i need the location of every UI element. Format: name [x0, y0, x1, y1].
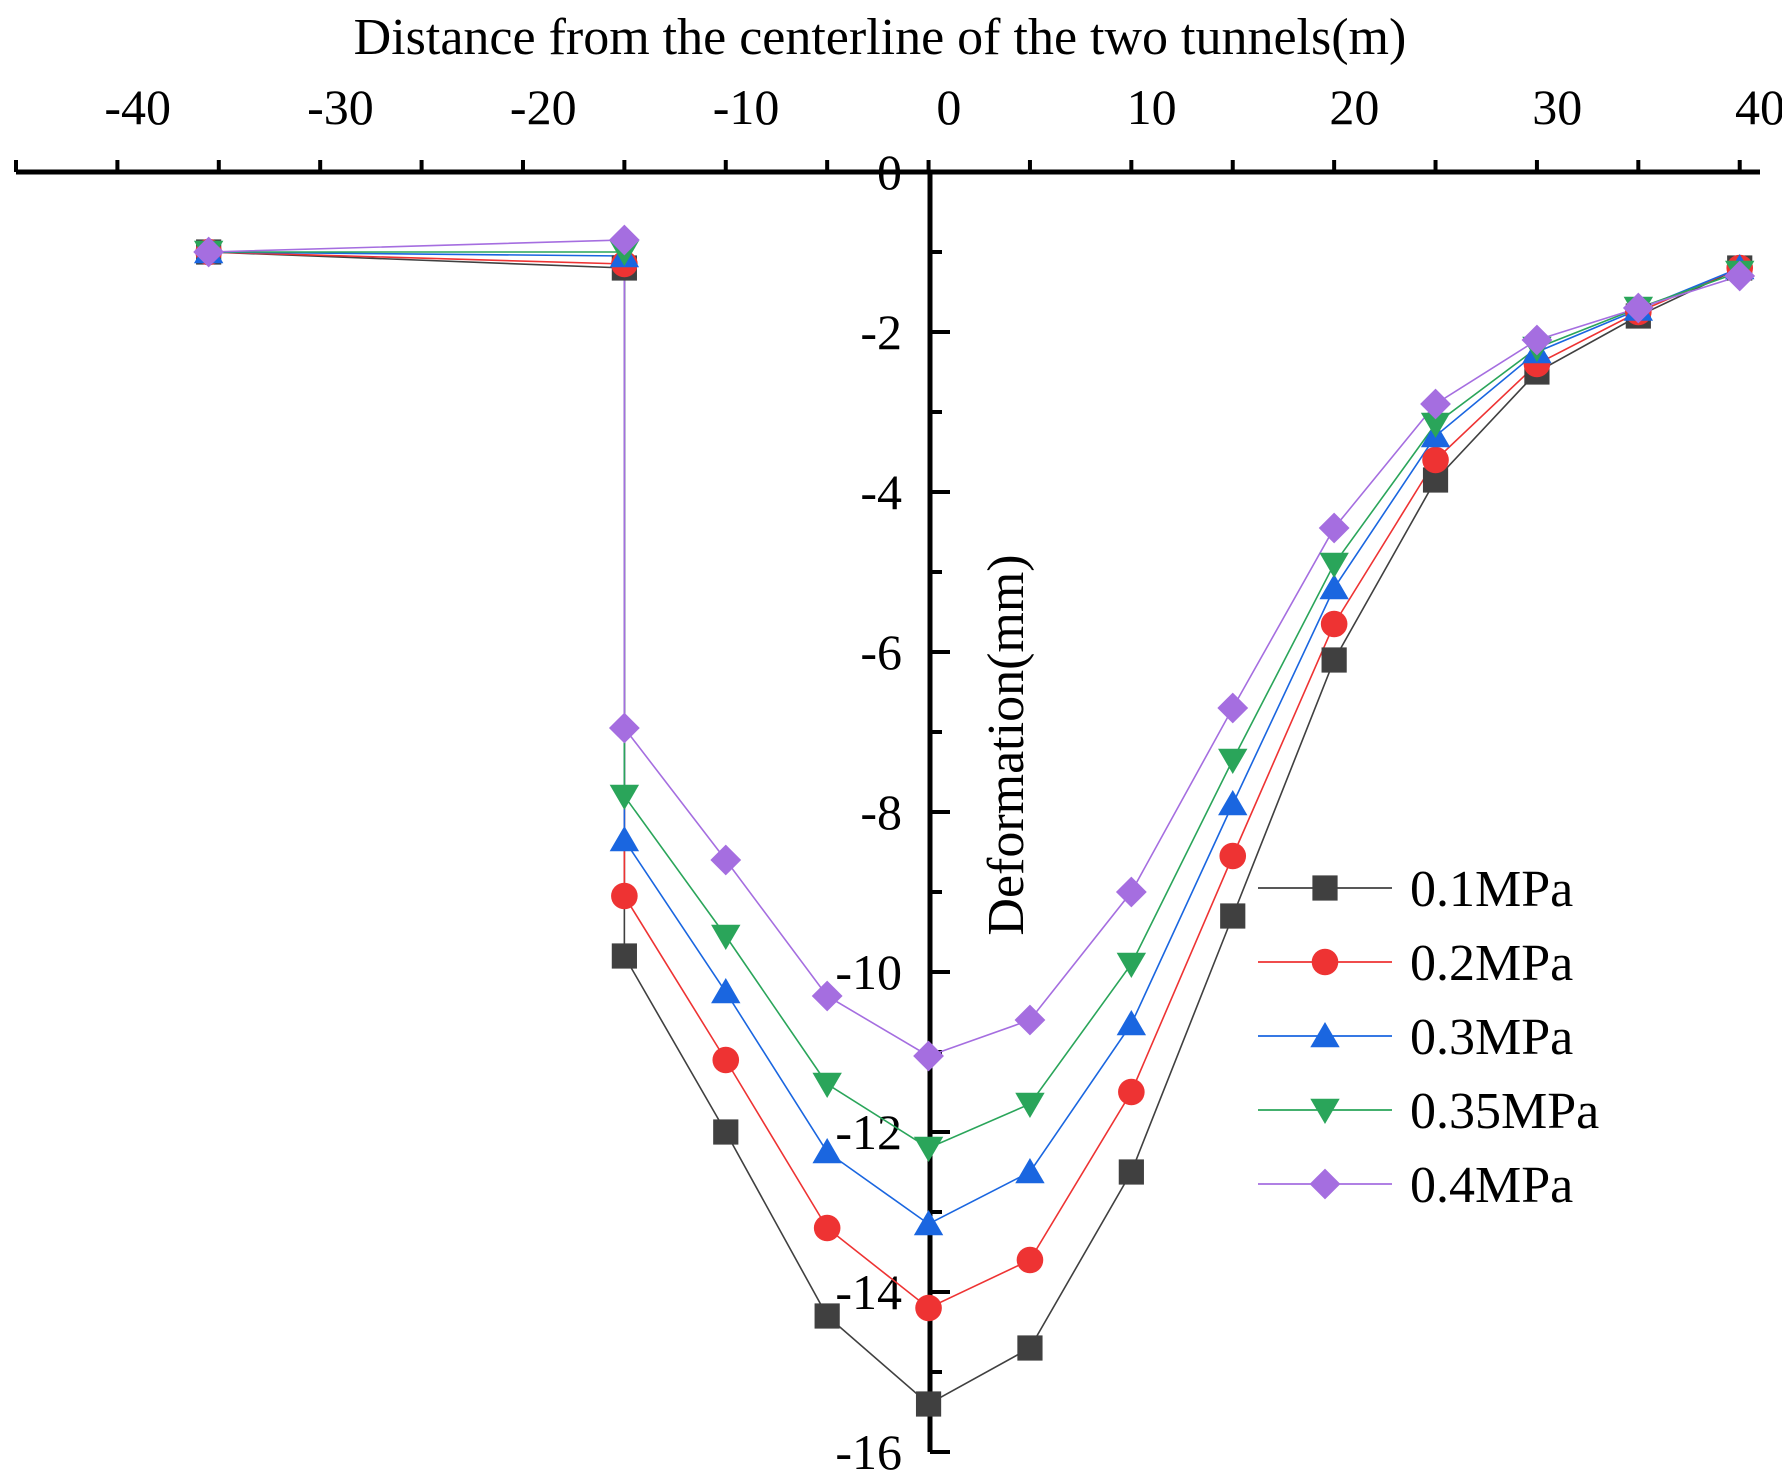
data-point [1118, 1159, 1144, 1185]
legend-label: 0.2MPa [1410, 935, 1573, 992]
x-tick-label: -20 [510, 79, 577, 135]
legend-label: 0.3MPa [1410, 1009, 1573, 1066]
legend-item: 0.35MPa [1258, 1083, 1599, 1140]
data-point [813, 1214, 841, 1242]
data-point [814, 1303, 840, 1329]
data-point [711, 924, 741, 950]
data-point [1318, 512, 1350, 544]
data-point [710, 844, 742, 876]
legend-marker [1312, 875, 1338, 901]
data-point [1220, 903, 1246, 929]
series-0.1MPa [208, 251, 1741, 1405]
data-point [1319, 574, 1349, 600]
y-tick-label: -8 [860, 784, 902, 840]
legend-label: 0.4MPa [1410, 1157, 1573, 1214]
x-tick-label: 40 [1735, 79, 1782, 135]
data-point [611, 943, 637, 969]
x-tick-label: 30 [1532, 79, 1582, 135]
x-tick-label: -40 [104, 79, 171, 135]
y-tick-label: -14 [835, 1264, 902, 1320]
series-0.4MPa [208, 239, 1740, 1057]
legend-item: 0.4MPa [1258, 1157, 1573, 1214]
axes: -40 -30 -20 -10 0 10 20 30 40 0 -2 -4 -6 -8 -10 -12 -14 -… [14, 79, 1782, 1480]
data-point [1016, 1246, 1044, 1274]
plot-area [193, 224, 1756, 1417]
data-point [1116, 1010, 1147, 1036]
data-point [713, 1119, 739, 1145]
x-tick-label: 20 [1329, 79, 1379, 135]
legend-item: 0.1MPa [1258, 861, 1573, 918]
data-point [1017, 1335, 1043, 1361]
data-point [1115, 876, 1147, 908]
y-tick-label: -16 [835, 1424, 902, 1480]
y-tick-label: -10 [835, 944, 902, 1000]
data-point [609, 784, 640, 810]
data-point [711, 978, 741, 1004]
data-point [1622, 292, 1654, 324]
data-point [913, 1040, 944, 1072]
data-point [1422, 446, 1449, 474]
data-point [1319, 552, 1349, 578]
series-points-0.4MPa [193, 224, 1756, 1072]
data-point [1015, 1158, 1045, 1184]
y-tick-label: -6 [860, 624, 902, 680]
x-tick-label: 10 [1127, 79, 1177, 135]
data-point [1420, 412, 1451, 438]
series-0.35MPa [208, 251, 1740, 1149]
data-point [915, 1391, 942, 1417]
series-line [208, 239, 1740, 1057]
series-line [208, 251, 1740, 1149]
y-axis-title: Deformation(mm) [978, 554, 1035, 935]
series-line [208, 251, 1741, 1405]
y-tick-label: -4 [860, 464, 902, 520]
data-point [1218, 790, 1248, 816]
data-point [811, 980, 843, 1012]
data-point [915, 1294, 942, 1322]
data-point [1521, 324, 1553, 356]
data-point [712, 1046, 740, 1074]
data-point [1014, 1004, 1046, 1036]
data-point [1320, 610, 1348, 638]
series-0.2MPa [208, 251, 1741, 1309]
legend-marker [1311, 948, 1339, 976]
series-line [208, 251, 1741, 1225]
data-point [611, 882, 638, 910]
legend-marker [1309, 1168, 1341, 1200]
x-tick-label: -10 [713, 79, 780, 135]
data-point [1118, 1078, 1145, 1106]
y-tick-label: -12 [835, 1104, 902, 1160]
data-point [1724, 260, 1756, 292]
y-tick-label: -2 [860, 304, 902, 360]
data-point [193, 236, 225, 268]
legend-marker [1310, 1022, 1340, 1048]
data-point [1420, 388, 1451, 420]
legend-item: 0.3MPa [1258, 1009, 1573, 1066]
series-points-0.1MPa [196, 239, 1753, 1417]
series-line [208, 251, 1741, 1309]
series-0.3MPa [208, 251, 1741, 1225]
data-point [1219, 842, 1247, 870]
data-point [609, 826, 640, 852]
data-point [1015, 1092, 1045, 1118]
data-point [812, 1072, 842, 1098]
legend-item: 0.2MPa [1258, 935, 1573, 992]
x-tick-label: -30 [307, 79, 374, 135]
data-point [1218, 748, 1248, 774]
data-point [1217, 692, 1249, 724]
data-point [1116, 952, 1147, 978]
x-axis-title: Distance from the centerline of the two … [354, 9, 1407, 66]
data-point [1321, 647, 1347, 673]
legend-marker [1310, 1098, 1340, 1124]
data-point [812, 1138, 842, 1164]
legend-label: 0.35MPa [1410, 1083, 1599, 1140]
x-tick-label: 0 [936, 79, 961, 135]
data-point [913, 1210, 944, 1236]
y-tick-label: 0 [877, 144, 902, 200]
legend: 0.1MPa 0.2MPa 0.3MPa 0.35MPa 0.4MPa [1258, 861, 1599, 1214]
data-point [608, 224, 640, 256]
legend-label: 0.1MPa [1410, 861, 1573, 918]
data-point [913, 1136, 944, 1162]
data-point [608, 712, 640, 744]
